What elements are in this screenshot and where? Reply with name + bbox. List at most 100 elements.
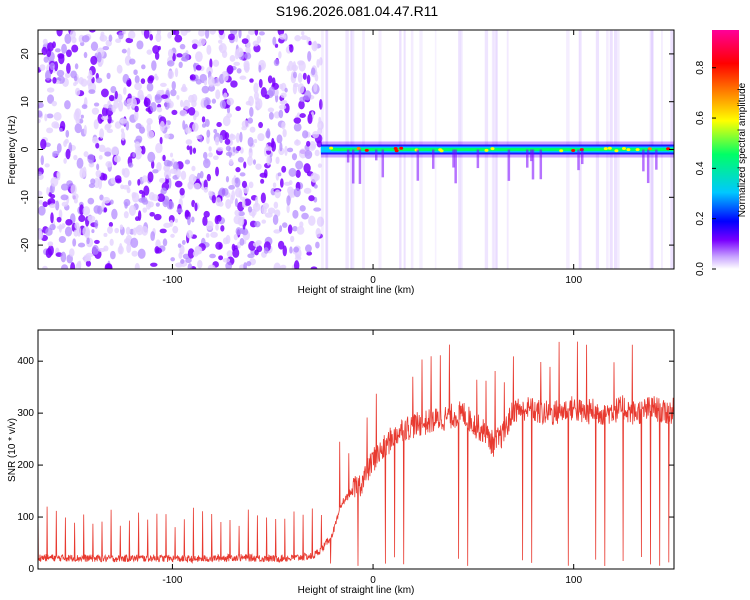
noise-blob xyxy=(159,120,165,132)
noise-blob xyxy=(246,261,252,267)
noise-blob xyxy=(243,262,248,269)
noise-blob xyxy=(251,211,255,219)
spectrogram-ytick-label: -10 xyxy=(20,190,31,205)
noise-blob xyxy=(222,257,231,263)
noise-blob xyxy=(105,264,113,269)
noise-blob xyxy=(308,195,315,202)
noise-blob xyxy=(49,194,56,199)
noise-blob xyxy=(256,98,263,110)
noise-blob xyxy=(310,266,318,269)
spectrogram-xlabel: Height of straight line (km) xyxy=(298,285,415,296)
noise-blob xyxy=(179,109,188,117)
signal-spike xyxy=(358,149,362,184)
signal-peak xyxy=(621,147,626,151)
noise-blob xyxy=(150,262,158,267)
noise-blob xyxy=(214,136,220,146)
noise-blob xyxy=(180,259,185,264)
noise-blob xyxy=(224,138,231,145)
noise-blob xyxy=(232,146,236,153)
noise-blob xyxy=(108,34,113,42)
noise-blob xyxy=(70,262,76,269)
noise-blob xyxy=(236,68,242,74)
noise-blob xyxy=(279,225,283,232)
noise-blob xyxy=(97,62,103,68)
noise-blob xyxy=(84,256,92,262)
signal-peak xyxy=(603,147,608,151)
noise-blob xyxy=(49,203,56,209)
noise-blob xyxy=(82,206,91,216)
noise-blob xyxy=(46,87,55,93)
noise-blob xyxy=(40,155,44,166)
noise-blob xyxy=(51,100,58,107)
noise-blob xyxy=(258,78,263,88)
noise-blob xyxy=(122,167,130,178)
noise-blob xyxy=(170,257,176,262)
noise-blob xyxy=(54,48,61,53)
noise-blob xyxy=(159,228,167,234)
noise-blob xyxy=(215,223,219,231)
noise-blob xyxy=(316,59,320,68)
noise-blob xyxy=(123,198,131,207)
noise-blob xyxy=(218,187,226,197)
signal-peak xyxy=(393,147,398,151)
noise-blob xyxy=(151,60,157,71)
noise-blob xyxy=(103,103,109,109)
noise-blob xyxy=(65,148,71,160)
noise-blob xyxy=(134,262,140,269)
colorbar-tick-label: 0.8 xyxy=(695,60,706,74)
noise-blob xyxy=(185,30,191,33)
noise-blob xyxy=(313,82,318,93)
noise-blob xyxy=(105,161,113,168)
noise-blob xyxy=(313,184,318,189)
noise-blob xyxy=(241,38,249,45)
noise-blob xyxy=(128,205,137,216)
noise-blob xyxy=(206,173,211,182)
noise-blob xyxy=(201,116,206,123)
noise-blob xyxy=(293,117,302,124)
signal-spike xyxy=(530,149,533,162)
noise-blob xyxy=(230,133,234,139)
noise-blob xyxy=(83,51,88,59)
noise-blob xyxy=(229,54,236,62)
noise-blob xyxy=(183,99,190,110)
noise-blob xyxy=(187,248,195,259)
noise-blob xyxy=(136,40,144,50)
signal-peak xyxy=(399,146,404,150)
noise-blob xyxy=(261,219,267,224)
noise-blob xyxy=(104,151,112,157)
noise-blob xyxy=(97,178,103,190)
noise-blob xyxy=(313,207,322,212)
noise-blob xyxy=(151,160,155,169)
noise-blob xyxy=(76,226,82,237)
noise-blob xyxy=(152,169,159,174)
noise-blob xyxy=(272,214,279,225)
noise-blob xyxy=(306,74,311,85)
noise-blob xyxy=(308,40,312,46)
noise-blob xyxy=(46,127,54,134)
noise-blob xyxy=(195,64,202,71)
noise-blob xyxy=(163,222,172,228)
signal-band-green xyxy=(330,148,674,151)
noise-blob xyxy=(94,219,99,229)
noise-blob xyxy=(98,155,103,160)
noise-blob xyxy=(267,207,276,214)
noise-blob xyxy=(287,147,294,153)
noise-blob xyxy=(56,69,65,77)
noise-blob xyxy=(82,166,87,178)
noise-blob xyxy=(86,75,94,80)
noise-blob xyxy=(109,238,114,246)
noise-blob xyxy=(106,128,113,134)
noise-blob xyxy=(81,104,88,110)
noise-blob xyxy=(88,183,96,189)
noise-blob xyxy=(233,215,242,225)
noise-blob xyxy=(119,224,124,230)
noise-blob xyxy=(38,118,41,124)
noise-blob xyxy=(210,231,218,238)
noise-blob xyxy=(243,198,252,206)
noise-blob xyxy=(146,117,153,125)
noise-blob xyxy=(110,86,117,94)
noise-blob xyxy=(303,187,312,194)
noise-blob xyxy=(253,82,259,94)
noise-blob xyxy=(296,225,305,235)
noise-blob xyxy=(273,229,281,234)
